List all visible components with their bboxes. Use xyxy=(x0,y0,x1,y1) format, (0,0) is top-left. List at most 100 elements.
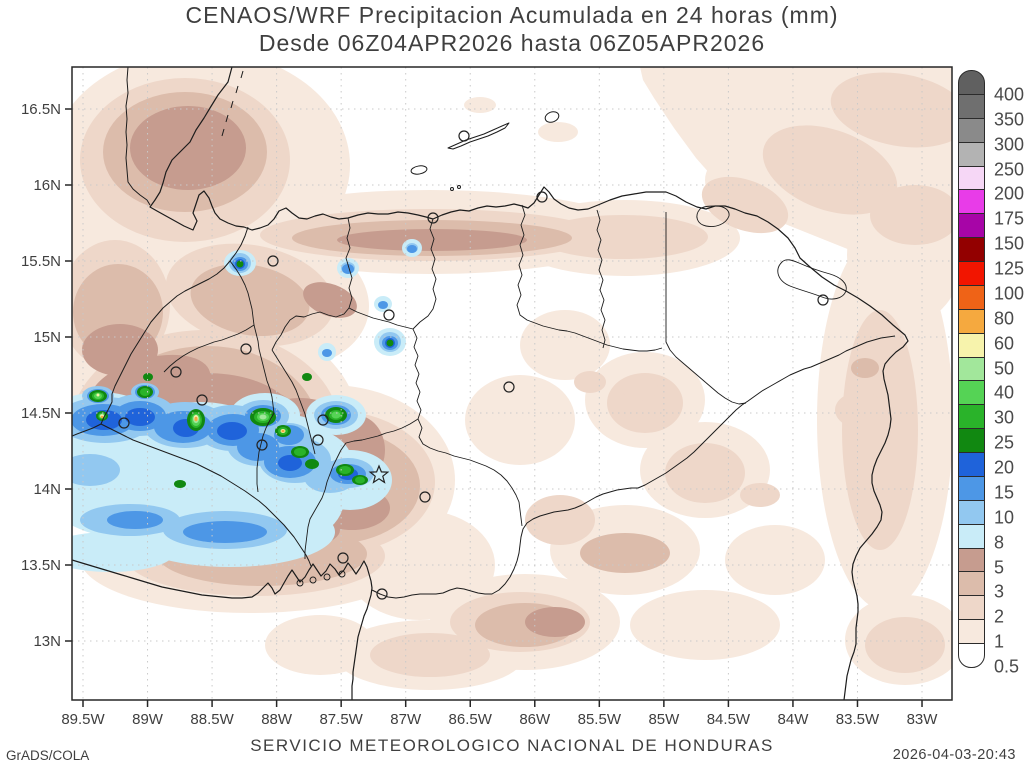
precip-contour xyxy=(762,125,898,215)
legend-value-label: 0.5 xyxy=(994,656,1020,677)
legend-value-label: 25 xyxy=(994,432,1015,453)
precip-contour xyxy=(370,633,490,677)
legend-color-swatch xyxy=(958,213,985,239)
lon-tick-label: 87.5W xyxy=(319,711,363,728)
precip-contour xyxy=(464,97,496,113)
precip-contour xyxy=(174,480,186,488)
precip-contour xyxy=(378,301,388,309)
lon-tick-label: 85W xyxy=(648,711,680,728)
coastline-lagoon-caratasca xyxy=(777,259,847,300)
precip-contour xyxy=(339,466,351,474)
city-circle-marker xyxy=(427,212,439,224)
precip-contour xyxy=(236,260,244,268)
city-circle-marker xyxy=(267,255,279,267)
legend-value-label: 20 xyxy=(994,457,1015,478)
legend-value-label: 3 xyxy=(994,581,1005,602)
dept-border xyxy=(271,349,316,455)
city-circle-marker xyxy=(817,294,829,306)
legend-value-label: 400 xyxy=(994,84,1024,105)
legend-color-swatch xyxy=(958,452,985,477)
precip-contour xyxy=(580,533,670,573)
legend-color-swatch xyxy=(958,332,985,358)
legend-value-label: 15 xyxy=(994,482,1015,503)
precip-contour xyxy=(355,476,365,484)
chart-title: CENAOS/WRF Precipitacion Acumulada en 24… xyxy=(0,2,1024,57)
graticule xyxy=(72,67,952,700)
legend-color-swatch xyxy=(958,284,985,310)
precip-contour xyxy=(72,454,120,486)
geo-lines xyxy=(72,67,909,700)
island-cayos-cochinos xyxy=(450,187,454,191)
precip-contour xyxy=(865,617,945,673)
legend-color-swatch xyxy=(958,643,985,668)
chart-title-line1: CENAOS/WRF Precipitacion Acumulada en 24… xyxy=(185,2,839,28)
precip-contour xyxy=(835,392,885,428)
precip-contour xyxy=(842,310,918,550)
lon-tick-label: 86W xyxy=(519,711,551,728)
legend-value-label: 50 xyxy=(994,358,1015,379)
precip-contour xyxy=(82,324,158,376)
precip-contour xyxy=(630,590,780,660)
city-circle-marker xyxy=(383,309,395,321)
legend-color-swatch xyxy=(958,547,985,573)
lon-tick-label: 83W xyxy=(907,711,939,728)
legend-color-swatch xyxy=(958,165,985,191)
footer-grads-credit: GrADS/COLA xyxy=(6,748,90,763)
precip-contour xyxy=(140,388,150,396)
legend-value-label: 40 xyxy=(994,382,1015,403)
island-guanaja xyxy=(544,111,560,123)
precip-contour xyxy=(305,459,319,469)
city-circle-marker xyxy=(376,588,388,600)
precip-contour xyxy=(331,411,341,419)
coastline-lagoon-brus xyxy=(696,205,730,227)
island-fonseca xyxy=(296,579,304,587)
legend-value-label: 60 xyxy=(994,333,1015,354)
legend-value-label: 125 xyxy=(994,258,1024,279)
legend-value-label: 10 xyxy=(994,507,1015,528)
legend-value-label: 150 xyxy=(994,233,1024,254)
city-circle-marker xyxy=(240,343,252,355)
precip-contour xyxy=(525,607,585,637)
legend-color-swatch xyxy=(958,571,985,597)
island-utila xyxy=(410,165,428,175)
legend-value-label: 2 xyxy=(994,606,1005,627)
border-elsalvador-honduras xyxy=(100,423,312,567)
legend-color-swatch xyxy=(958,475,985,501)
dept-border xyxy=(304,418,419,559)
legend-value-label: 1 xyxy=(994,631,1005,652)
precip-contour xyxy=(72,532,175,572)
precip-contour xyxy=(520,310,610,380)
legend-color-swatch xyxy=(958,619,985,644)
lon-tick-label: 83.5W xyxy=(836,711,880,728)
city-circle-marker xyxy=(312,434,324,446)
precip-contour xyxy=(322,349,332,357)
dept-border xyxy=(229,260,275,414)
axis-ticks xyxy=(65,108,923,707)
lon-tick-label: 87W xyxy=(390,711,422,728)
precip-contour xyxy=(194,416,198,422)
precip-contour xyxy=(538,122,578,142)
legend-value-label: 100 xyxy=(994,283,1024,304)
lat-tick-label: 14.5N xyxy=(21,405,61,422)
precip-contour xyxy=(265,615,375,675)
precip-contour xyxy=(303,282,357,318)
precip-contour xyxy=(337,229,527,251)
color-scale-labels: 400 350 300 250 200 175 150 125 100 80 60 50 40 30 25 2… xyxy=(958,70,1024,692)
legend-value-label: 80 xyxy=(994,308,1015,329)
legend-value-label: 30 xyxy=(994,407,1015,428)
capital-star-marker xyxy=(368,464,390,484)
border-guatemala-honduras xyxy=(100,226,249,425)
legend-value-label: 175 xyxy=(994,208,1024,229)
precip-contour xyxy=(386,339,394,347)
city-circle-marker xyxy=(196,394,208,406)
dept-border xyxy=(412,328,523,527)
lat-tick-label: 15.5N xyxy=(21,253,61,270)
precip-contour xyxy=(100,415,104,419)
lon-tick-label: 85.5W xyxy=(578,711,622,728)
precip-contour xyxy=(130,106,246,190)
city-circle-marker xyxy=(337,552,349,564)
legend-color-swatch xyxy=(958,93,985,119)
precip-contour xyxy=(281,429,285,433)
island-roatan xyxy=(447,122,510,150)
legend-color-swatch xyxy=(958,356,985,382)
